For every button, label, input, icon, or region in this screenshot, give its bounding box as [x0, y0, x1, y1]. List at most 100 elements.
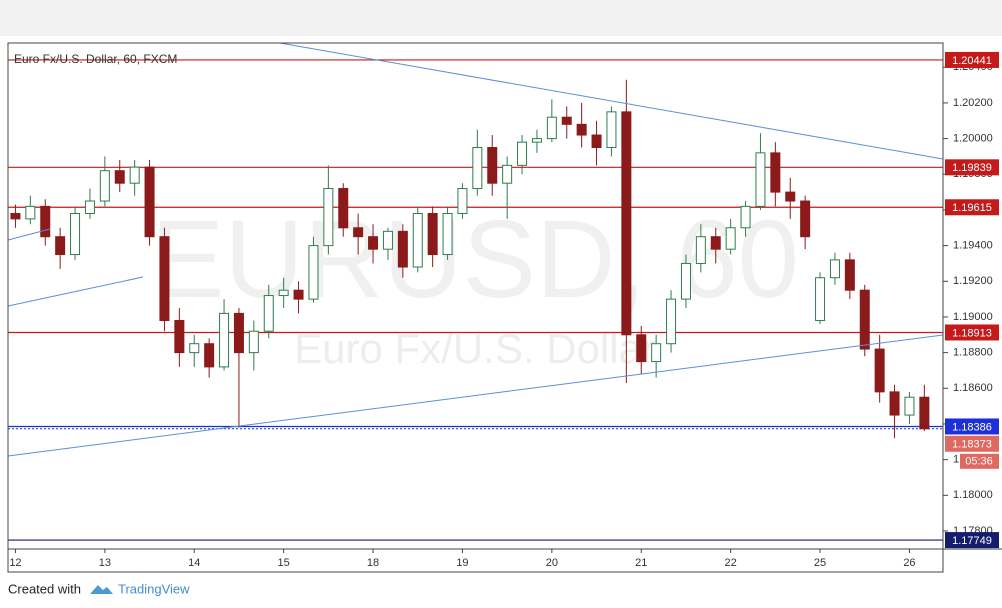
candle-body — [829, 259, 840, 279]
candle-body — [442, 213, 453, 256]
candle-body — [323, 188, 334, 247]
y-tick-label: 1.20200 — [953, 97, 993, 109]
candle-body — [472, 147, 483, 190]
candle-body — [233, 312, 244, 354]
brand-logo[interactable] — [90, 585, 113, 594]
candle-body — [10, 213, 21, 220]
candle-body — [770, 152, 781, 193]
candle-body — [919, 396, 930, 430]
candle-body — [725, 227, 736, 250]
candle-body — [531, 138, 542, 143]
level-label: 1.18913 — [952, 327, 992, 339]
candle-body — [159, 236, 170, 322]
candle-body — [636, 334, 647, 363]
y-tick-label: 1.19200 — [953, 275, 993, 287]
candle-body — [889, 391, 900, 416]
candle-body — [338, 188, 349, 229]
y-tick-label: 1.19400 — [953, 240, 993, 252]
level-box — [945, 418, 999, 435]
candle-body — [70, 213, 81, 256]
candle-body — [800, 200, 811, 238]
candle-body — [412, 213, 423, 268]
candle-body — [144, 166, 155, 238]
candle-body — [546, 116, 557, 140]
y-tick-label: 1.18800 — [953, 347, 993, 359]
candle-body — [55, 236, 66, 256]
x-tick-label: 19 — [456, 557, 468, 569]
level-label: 1.18386 — [952, 421, 992, 433]
plot-frame — [7, 42, 944, 573]
y-tick-label: 1.18600 — [953, 382, 993, 394]
x-tick-label: 12 — [9, 557, 21, 569]
level-box — [945, 159, 999, 176]
x-tick-label: 21 — [635, 557, 647, 569]
trend-line — [7, 276, 144, 307]
candle-body — [353, 227, 364, 238]
candle-body — [248, 330, 259, 354]
candle-body — [621, 111, 632, 336]
level-label: 1.19839 — [952, 162, 992, 174]
candle-body — [308, 245, 319, 300]
trend-line — [7, 334, 944, 457]
top-strip — [0, 0, 1002, 36]
candle-body — [695, 236, 706, 264]
x-tick-label: 15 — [278, 557, 290, 569]
candle-body — [40, 205, 51, 238]
y-tick-label: 1.20000 — [953, 133, 993, 145]
candle-body — [651, 343, 662, 363]
overlay: 1.20441 1.19839 1.19615 1.18913 1.18386 1.177… — [945, 51, 999, 549]
candle-body — [293, 289, 304, 300]
y-tick-label: 1.19000 — [953, 311, 993, 323]
candle-body — [487, 147, 498, 184]
candle-body — [99, 170, 110, 202]
countdown-box — [960, 453, 999, 469]
candle-body — [874, 348, 885, 393]
level-label: 1.19615 — [952, 202, 992, 214]
candle-body — [129, 166, 140, 184]
candle-body — [263, 295, 274, 332]
level-box — [945, 324, 999, 341]
trend-line — [7, 228, 51, 241]
candle-body — [174, 320, 185, 354]
footer: Created with TradingView — [8, 581, 190, 596]
candle-body — [25, 205, 36, 220]
candle-body — [278, 289, 289, 297]
last-price-box — [945, 435, 999, 452]
candle-body — [114, 170, 125, 184]
footer-text: Created with — [8, 581, 81, 596]
candle-body — [666, 298, 677, 345]
candle-body — [457, 188, 468, 215]
x-tick-label: 18 — [367, 557, 379, 569]
candle-body — [517, 141, 528, 166]
x-tick-label: 26 — [903, 557, 915, 569]
candle-body — [785, 191, 796, 202]
level-label: 1.17749 — [952, 535, 992, 547]
level-label: 1.20441 — [952, 55, 992, 67]
candle-body — [755, 152, 766, 207]
candle-body — [740, 205, 751, 229]
candle-body — [859, 289, 870, 350]
candle-body — [561, 116, 572, 125]
candle-body — [591, 134, 602, 149]
candle-body — [189, 343, 200, 354]
brand-link[interactable]: TradingView — [118, 581, 190, 596]
candle-body — [219, 312, 230, 368]
level-box — [945, 51, 999, 68]
candle-body — [204, 343, 215, 368]
candle-body — [844, 259, 855, 291]
candle-body — [606, 111, 617, 149]
chart-title: Euro Fx/U.S. Dollar, 60, FXCM — [14, 52, 177, 66]
x-tick-label: 14 — [188, 557, 200, 569]
candle-body — [368, 236, 379, 250]
candle-body — [502, 164, 513, 184]
x-tick-label: 25 — [814, 557, 826, 569]
candle-body — [576, 123, 587, 136]
candle-body — [815, 277, 826, 322]
candle-body — [904, 396, 915, 416]
last-price-label: 1.18373 — [952, 439, 992, 451]
x-tick-label: 22 — [725, 557, 737, 569]
candle-body — [710, 236, 721, 250]
candle-body — [427, 213, 438, 256]
